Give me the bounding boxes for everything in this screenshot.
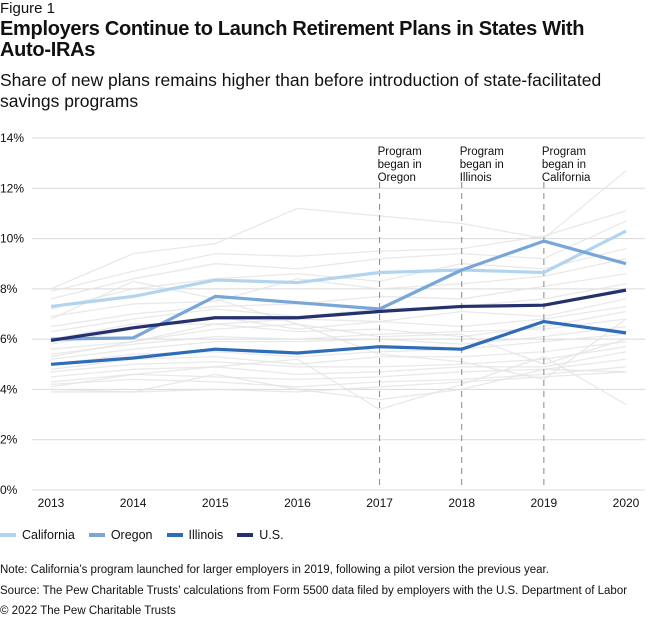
x-tick-label: 2013 [38, 496, 65, 510]
note: Note: California’s program launched for … [0, 564, 549, 576]
other-state-line [50, 341, 627, 370]
legend-label: Illinois [188, 528, 224, 542]
chart-subtitle: Share of new plans remains higher than b… [0, 70, 602, 111]
series-line-illinois [50, 319, 627, 366]
y-tick-label: 10% [0, 232, 24, 246]
other-state-line [50, 298, 627, 340]
other-state-line [50, 325, 627, 360]
other-state-line [50, 318, 627, 355]
other-state-line [50, 210, 627, 293]
x-tick-label: 2016 [284, 496, 311, 510]
legend-item: Illinois [166, 528, 224, 542]
x-tick-label: 2018 [448, 496, 475, 510]
legend-swatch [88, 533, 105, 537]
series-line-california [50, 229, 627, 309]
legend-swatch [237, 533, 254, 537]
x-tick-label: 2020 [613, 496, 640, 510]
legend-item: U.S. [237, 528, 284, 542]
y-tick-label: 0% [0, 483, 18, 497]
other-state-line [50, 318, 627, 381]
legend-item: Oregon [88, 528, 153, 542]
other-state-line [50, 283, 627, 333]
annotation-label: Program began in Oregon [378, 146, 422, 184]
x-tick-label: 2017 [366, 496, 393, 510]
legend-label: Oregon [110, 528, 153, 542]
legend: California Oregon Illinois U.S. [0, 528, 298, 542]
legend-label: California [22, 528, 75, 542]
source: Source: The Pew Charitable Trusts’ calcu… [0, 585, 628, 597]
annotation-label: Program began in California [542, 146, 591, 184]
other-state-line [50, 258, 627, 318]
x-tick-label: 2014 [120, 496, 147, 510]
other-state-line [50, 220, 627, 300]
legend-swatch [0, 533, 16, 537]
y-tick-label: 12% [0, 181, 24, 195]
other-state-line [50, 351, 627, 378]
series-line-oregon [50, 239, 627, 341]
other-state-line [50, 346, 627, 373]
y-tick-label: 2% [0, 433, 18, 447]
other-state-line [50, 333, 627, 365]
annotation-label: Program began in Illinois [460, 146, 504, 184]
y-tick-label: 6% [0, 332, 18, 346]
other-state-line [50, 356, 627, 411]
x-tick-label: 2015 [202, 496, 229, 510]
y-tick-label: 8% [0, 282, 18, 296]
figure-label: Figure 1 [0, 0, 56, 17]
legend-label: U.S. [259, 528, 284, 542]
line-chart: 0% 2% 4% 6% 8% 10% 12% 14% 2013 2014 2015 2016 2017 2… [0, 131, 645, 510]
other-state-line [50, 280, 627, 365]
series-line-us [50, 288, 627, 342]
other-state-line [50, 273, 627, 328]
y-tick-label: 4% [0, 382, 18, 396]
other-state-line [50, 358, 627, 383]
other-state-line [50, 371, 627, 393]
legend-item: California [0, 528, 75, 542]
other-state-line [50, 170, 627, 290]
other-state-line [51, 368, 627, 401]
legend-swatch [166, 533, 183, 537]
copyright: © 2022 The Pew Charitable Trusts [0, 605, 176, 617]
x-tick-label: 2019 [531, 496, 558, 510]
chart-title: Employers Continue to Launch Retirement … [0, 18, 585, 61]
y-tick-label: 14% [0, 131, 24, 145]
